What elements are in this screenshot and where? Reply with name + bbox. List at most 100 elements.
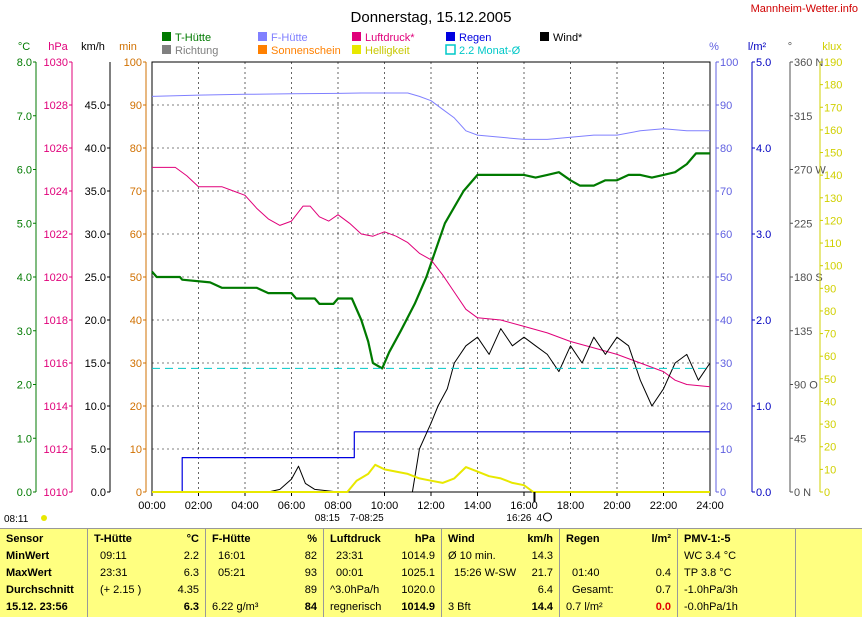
axis-tick-label-lux: 50 (824, 374, 836, 386)
axis-tick-label-min: 80 (130, 143, 142, 155)
time-tick-label: 18:00 (557, 500, 585, 512)
axis-tick-label-press: 1020 (44, 272, 68, 284)
sensor-row-avg: Durchschnitt (6, 584, 74, 596)
legend-label: Luftdruck* (365, 32, 415, 44)
axis-tick-label-min: 100 (124, 57, 142, 69)
axis-tick-label-temp: 8.0 (17, 57, 32, 69)
axis-tick-label-temp: 4.0 (17, 272, 32, 284)
axis-tick-label-humid: 0 (720, 487, 726, 499)
time-tick-label: 16:00 (510, 500, 538, 512)
axis-tick-label-lux: 120 (824, 215, 842, 227)
axis-tick-label-wind: 20.0 (85, 315, 106, 327)
rain-total: 0.7 (655, 584, 671, 596)
axis-tick-label-rain: 1.0 (756, 401, 771, 413)
axis-tick-label-humid: 10 (720, 444, 732, 456)
chart-title: Donnerstag, 15.12.2005 (351, 9, 512, 26)
wind-bft: 3 Bft (448, 601, 471, 613)
axis-tick-label-wind: 35.0 (85, 186, 106, 198)
humid-min-time: 16:01 (218, 550, 246, 562)
legend-label: T-Hütte (175, 32, 211, 44)
axis-tick-label-lux: 130 (824, 193, 842, 205)
humid-unit: % (307, 533, 317, 545)
axis-tick-label-lux: 170 (824, 102, 842, 114)
temp-max-time: 23:31 (100, 567, 128, 579)
wind-avg: 6.4 (537, 584, 553, 596)
axis-tick-label-dir: 315 (794, 111, 812, 123)
press-avg: 1020.0 (401, 584, 435, 596)
pmv-tp: TP 3.8 °C (684, 567, 732, 579)
axis-tick-label-min: 40 (130, 315, 142, 327)
wind-avg10-label: Ø 10 min. (448, 550, 496, 562)
press-max: 1025.1 (401, 567, 435, 579)
axis-tick-label-lux: 110 (824, 238, 842, 250)
axis-tick-label-lux: 70 (824, 329, 836, 341)
axis-tick-label-lux: 150 (824, 148, 842, 160)
axis-tick-label-temp: 2.0 (17, 380, 32, 392)
axis-tick-label-lux: 20 (824, 442, 836, 454)
axis-tick-label-wind: 0.0 (91, 487, 106, 499)
press-max-time: 00:01 (336, 567, 364, 579)
rain-current: 0.0 (655, 601, 671, 613)
sunrise-time: 08:15 (315, 513, 340, 524)
axis-tick-label-humid: 20 (720, 401, 732, 413)
humid-current: 84 (304, 601, 317, 613)
axis-tick-label-temp: 7.0 (17, 111, 32, 123)
series-line-wind (152, 328, 711, 493)
axis-tick-label-humid: 80 (720, 143, 732, 155)
axis-tick-label-wind: 40.0 (85, 143, 106, 155)
rain-extra: 0.7 l/m² (566, 601, 603, 613)
axis-tick-label-wind: 10.0 (85, 401, 106, 413)
sunset-time: 16:26 (506, 513, 531, 524)
wind-current: 14.4 (531, 601, 553, 613)
press-forecast: regnerisch (330, 601, 382, 613)
rain-unit: l/m² (651, 533, 671, 545)
pmv-header: PMV-1:-5 (684, 533, 731, 545)
press-unit: hPa (414, 533, 435, 545)
time-tick-label: 08:00 (324, 500, 352, 512)
temp-column: T-Hütte °C 09:11 2.2 23:31 6.3 (+ 2.15 ) 4.3… (88, 529, 206, 617)
axis-tick-label-dir: 225 (794, 218, 812, 230)
time-tick-label: 12:00 (417, 500, 445, 512)
press-trend: ^3.0hPa/h (330, 584, 380, 596)
axis-tick-label-press: 1014 (44, 401, 68, 413)
legend-swatch-avg (445, 44, 456, 55)
sensor-row-max: MaxWert (6, 567, 52, 579)
legend-swatch (540, 32, 549, 41)
axis-unit-wind: km/h (81, 41, 105, 53)
axis-tick-label-temp: 3.0 (17, 326, 32, 338)
wind-max-time: 15:26 W-SW (454, 567, 517, 579)
time-tick-label: 24:00 (696, 500, 724, 512)
axis-tick-label-lux: 30 (824, 419, 836, 431)
axis-unit-rain: l/m² (748, 41, 767, 53)
axis-tick-label-humid: 90 (720, 100, 732, 112)
axis-tick-label-rain: 0.0 (756, 487, 771, 499)
temp-header: T-Hütte (94, 533, 132, 545)
axis-tick-label-temp: 6.0 (17, 165, 32, 177)
axis-unit-lux: klux (822, 41, 842, 53)
time-tick-label: 06:00 (278, 500, 306, 512)
rain-max-time: 01:40 (572, 567, 600, 579)
legend-swatch (446, 32, 455, 41)
legend-swatch (258, 45, 267, 54)
legend-label: 2.2 Monat-Ø (459, 45, 521, 57)
axis-tick-label-rain: 2.0 (756, 315, 771, 327)
time-tick-label: 10:00 (371, 500, 399, 512)
sensor-column: Sensor MinWert MaxWert Durchschnitt 15.1… (0, 529, 88, 617)
press-min-time: 23:31 (336, 550, 364, 562)
moon-icon (542, 512, 552, 522)
pmv-wc: WC 3.4 °C (684, 550, 737, 562)
sun-icon (41, 515, 47, 521)
axis-tick-label-dir: 90 O (794, 380, 818, 392)
axis-tick-label-press: 1018 (44, 315, 68, 327)
legend-swatch (352, 32, 361, 41)
series-line-fhtte (151, 92, 710, 140)
axis-tick-label-humid: 30 (720, 358, 732, 370)
axis-tick-label-humid: 70 (720, 186, 732, 198)
temp-min-time: 09:11 (100, 550, 127, 562)
site-name: Mannheim-Wetter.info (751, 3, 858, 15)
sensor-header: Sensor (6, 533, 44, 545)
pmv-column: PMV-1:-5 WC 3.4 °C TP 3.8 °C -1.0hPa/3h … (678, 529, 796, 617)
wind-avg10: 14.3 (531, 550, 553, 562)
axis-tick-label-min: 0 (136, 487, 142, 499)
legend-label: Helligkeit (365, 45, 410, 57)
